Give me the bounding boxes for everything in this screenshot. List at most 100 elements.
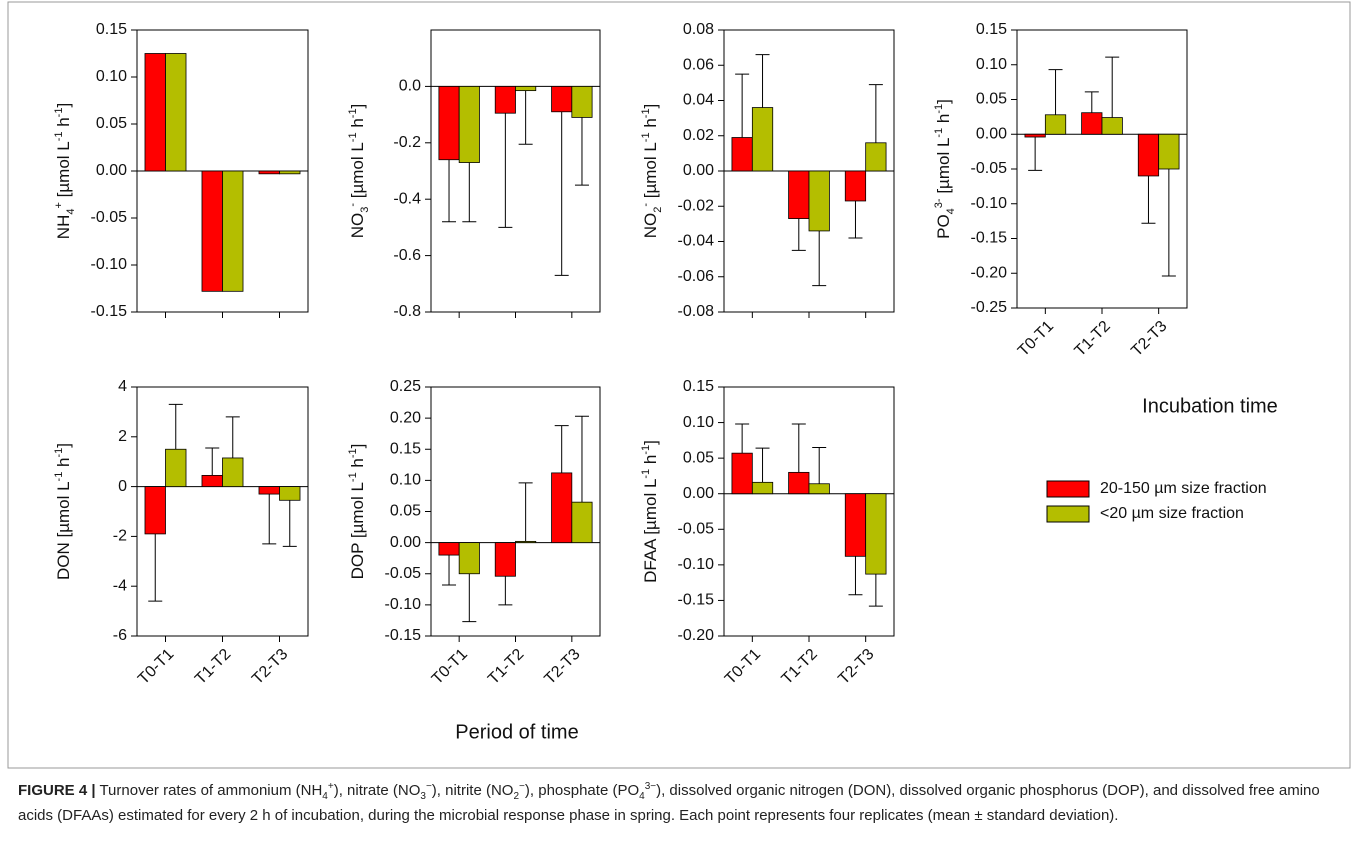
caption-part: 3 [420,791,426,802]
label-part: ] [348,104,367,109]
label-part: ] [54,103,73,108]
caption: FIGURE 4 | Turnover rates of ammonium (N… [18,778,1343,828]
error-bar [462,573,477,623]
y-tick-label: 0.08 [683,21,714,38]
error-bar [868,574,883,607]
label-part: 3- [933,198,945,208]
label-part: -1 [640,132,652,142]
bar [222,457,244,487]
bar [751,481,774,495]
error-bar [148,533,163,602]
y-tick-label: 0.00 [976,125,1007,142]
bar [515,540,537,544]
error-bar [498,576,513,606]
error-bar [1105,56,1120,118]
x-tick-label: T1-T2 [1072,318,1114,360]
label-part: ] [934,99,953,104]
plot-frame [430,29,601,313]
bar [438,86,460,161]
error-bar [554,111,569,276]
error-bar [518,90,533,145]
error-bar [1028,137,1043,171]
y-tick-label: 0.00 [683,485,714,502]
x-tick-label: T2-T3 [249,646,291,688]
x-tick-label: T2-T3 [1128,318,1170,360]
error-bar [282,500,297,547]
y-axis-label: NO3- [µmol L-1 h-1] [347,104,371,239]
error-bar [225,416,240,458]
bar [165,53,187,172]
x-tick-label: T1-T2 [192,646,234,688]
bar [201,474,223,487]
x-tick-label: T2-T3 [835,646,877,688]
error-bar [1161,169,1176,277]
y-tick-label: -0.05 [91,209,128,226]
bar [571,501,593,544]
legend-swatch [1046,505,1090,523]
y-tick-label: -0.8 [393,303,421,320]
bar [844,170,867,202]
bar [788,471,810,495]
y-tick-label: 0.10 [96,68,127,85]
x-tick-label: T0-T1 [722,646,764,688]
label-part: -1 [347,448,359,458]
x-tick-label: T0-T1 [1015,318,1057,360]
error-bar [442,159,457,223]
y-tick-label: -0.15 [385,627,422,644]
y-tick-label: -0.20 [971,264,1008,281]
error-bar [735,423,750,454]
error-bar [1141,175,1156,224]
label-part: -1 [640,445,652,455]
label-part: [µmol L [348,142,367,203]
y-tick-label: -0.15 [91,303,128,320]
label-part: DFAA [µmol L [641,479,660,583]
bar [551,86,573,113]
bar [165,448,187,487]
label-part: 3 [359,207,371,213]
label-part: - [640,203,652,207]
bar [751,107,774,172]
caption-part: FIGURE 4 | [18,782,96,799]
x-tick-label: T0-T1 [429,646,471,688]
error-bar [205,447,220,476]
error-bar [1084,91,1099,113]
y-tick-label: 0.25 [390,378,421,395]
caption-part: ), nitrate (NO [333,782,421,799]
bar [865,142,887,172]
label-part: -1 [933,104,945,114]
label-part: ] [348,444,367,449]
label-part: [µmol L [641,142,660,203]
error-bar [735,73,750,138]
y-tick-label: -0.10 [678,556,715,573]
y-tick-label: 0.15 [390,440,421,457]
y-tick-label: -0.6 [393,247,421,264]
bar [731,137,753,172]
error-bar [1048,69,1063,115]
x-axis-label: Period of time [455,721,578,743]
bar [279,170,301,175]
caption-part: Turnover rates of ammonium (NH [95,782,323,799]
y-tick-label: 2 [118,428,127,445]
y-tick-label: -0.08 [678,303,715,320]
y-tick-label: -0.10 [971,195,1008,212]
y-tick-label: -0.05 [678,521,715,538]
legend-label: 20-150 µm size fraction [1100,480,1267,497]
y-tick-label: 0.20 [390,409,421,426]
bar [458,86,480,163]
label-part: -1 [53,131,65,141]
label-part: ] [641,104,660,109]
label-part: NO [641,213,660,239]
error-bar [812,230,827,287]
label-part: -1 [347,108,359,118]
caption-part: 4 [322,791,328,802]
x-tick-label: T1-T2 [779,646,821,688]
caption-part: 3− [644,781,657,792]
y-tick-label: 0.02 [683,127,714,144]
bar [808,483,830,495]
label-part: + [53,202,65,208]
bar [258,170,280,175]
label-part: 4 [945,208,957,214]
caption-part: − [425,781,432,792]
